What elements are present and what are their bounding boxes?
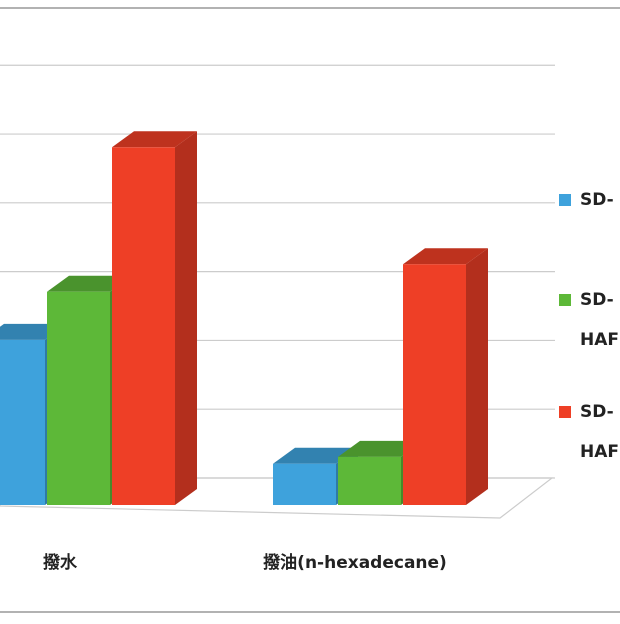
legend-label: SD- xyxy=(580,290,614,310)
legend-swatch xyxy=(559,294,571,306)
legend-label: SD- xyxy=(580,190,614,210)
x-tick-label: 撥水 xyxy=(43,552,78,573)
bar xyxy=(273,463,336,505)
bar-side xyxy=(466,248,488,505)
x-tick-label: 撥油(n-hexadecane) xyxy=(263,552,447,573)
bar xyxy=(338,456,401,505)
legend-swatch xyxy=(559,194,571,206)
bar-top xyxy=(403,248,488,265)
bar-side xyxy=(175,131,197,505)
bar xyxy=(47,291,110,505)
bar-top xyxy=(338,440,423,457)
bar xyxy=(112,147,175,505)
bar xyxy=(0,339,45,505)
bar-top xyxy=(273,447,358,464)
bar xyxy=(403,264,466,505)
bar-top xyxy=(112,131,197,148)
legend-label: SD- xyxy=(580,402,614,422)
legend-swatch xyxy=(559,406,571,418)
legend-label: HAF xyxy=(580,330,619,350)
bar-top xyxy=(47,275,132,292)
legend-label: HAF xyxy=(580,442,619,462)
